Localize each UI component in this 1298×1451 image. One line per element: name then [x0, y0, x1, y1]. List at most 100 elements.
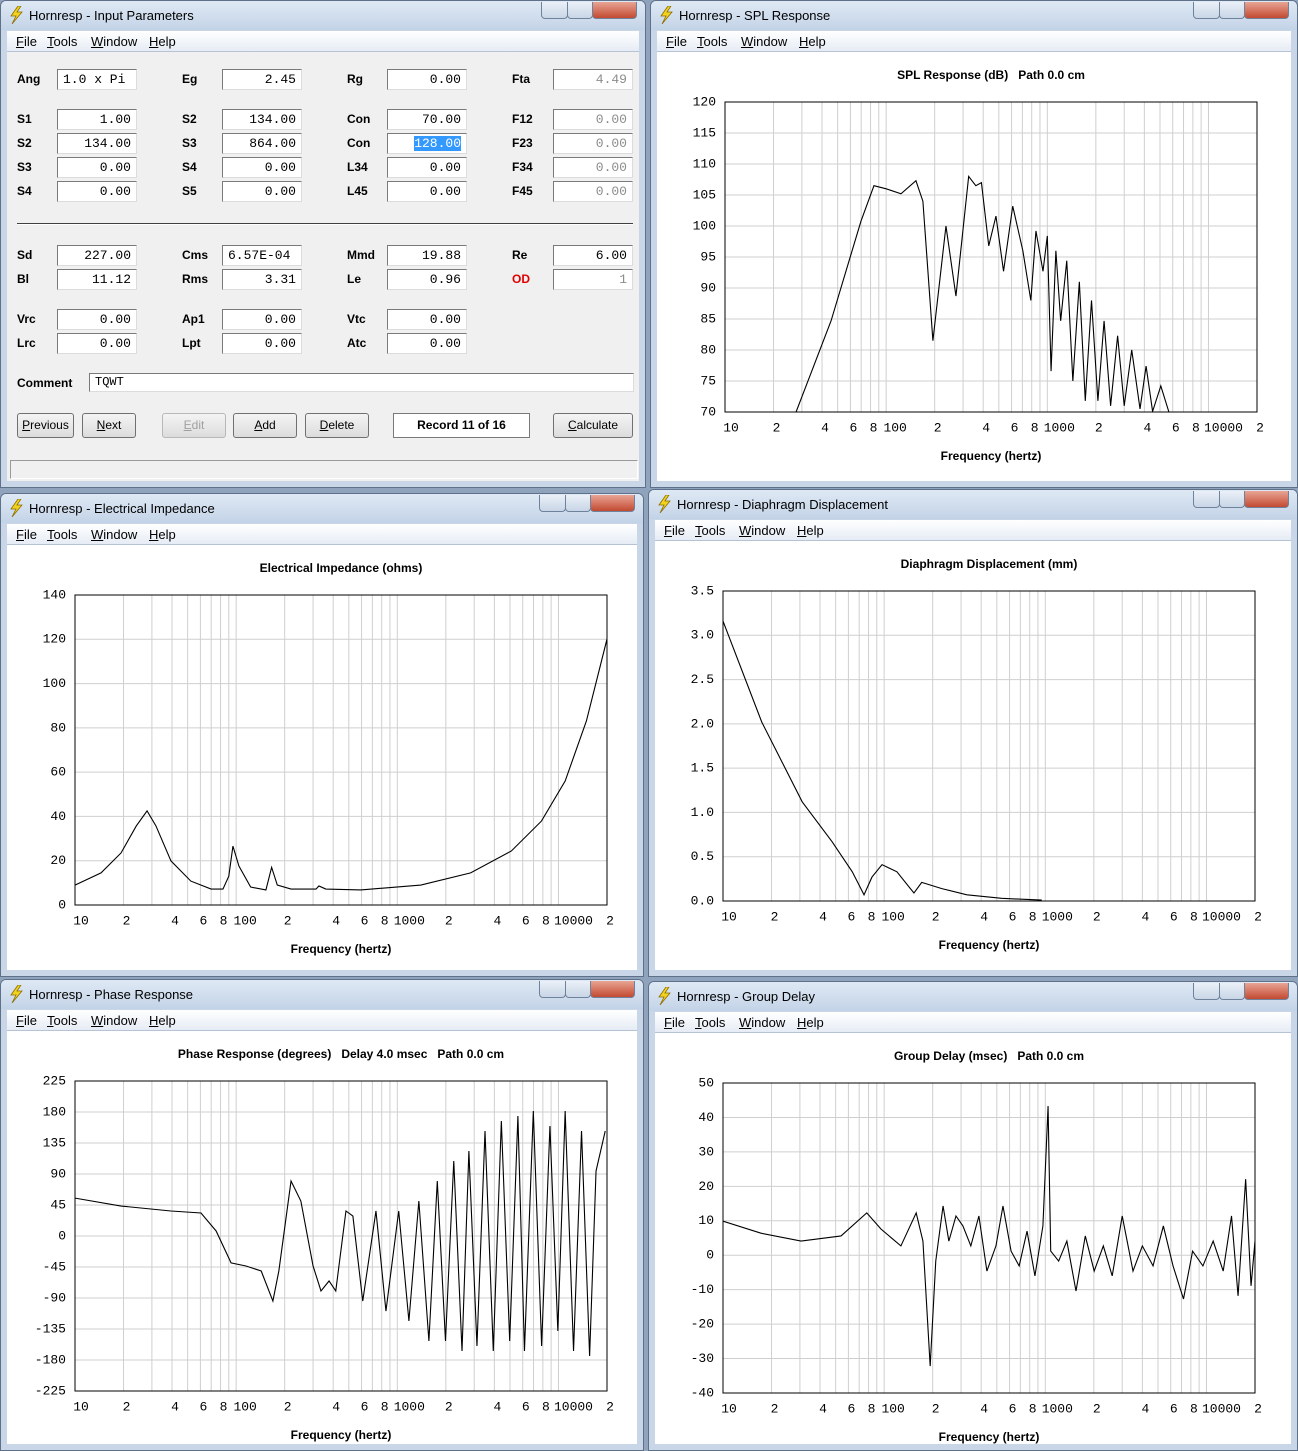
field-input[interactable]: 0.00: [57, 333, 137, 354]
menu-item[interactable]: Tools: [47, 34, 78, 49]
maximize-button[interactable]: [567, 2, 593, 19]
menu-item[interactable]: Window: [91, 34, 138, 49]
x-tick-label: 8: [220, 1399, 228, 1414]
y-tick-label: 0.5: [691, 849, 714, 864]
field-input[interactable]: 6.57E-04: [222, 245, 302, 266]
x-tick-label: 2: [445, 1399, 453, 1414]
menu-item[interactable]: Tools: [695, 523, 726, 538]
button[interactable]: Next: [82, 413, 136, 438]
menu-item[interactable]: Help: [149, 34, 176, 49]
field-input[interactable]: 0.00: [387, 157, 467, 178]
x-tick-label: 100: [881, 909, 904, 924]
x-axis-label: Frequency (hertz): [291, 1428, 392, 1442]
y-tick-label: 95: [700, 249, 716, 264]
field-input[interactable]: 0.00: [387, 333, 467, 354]
field-label: F12: [512, 112, 533, 126]
field-input[interactable]: 19.88: [387, 245, 467, 266]
button[interactable]: Add: [233, 413, 297, 438]
field-input[interactable]: 0.00: [57, 181, 137, 202]
menu-item[interactable]: Help: [799, 34, 826, 49]
field-label: F45: [512, 184, 533, 198]
field-input[interactable]: 134.00: [222, 109, 302, 130]
menu-item[interactable]: Help: [797, 1015, 824, 1030]
field-input[interactable]: 0.96: [387, 269, 467, 290]
field-value: 0.00: [429, 312, 461, 327]
button[interactable]: Previous: [17, 413, 74, 438]
menu-item[interactable]: Window: [739, 523, 786, 538]
menu-item[interactable]: Tools: [695, 1015, 726, 1030]
field-input[interactable]: 0.00: [57, 157, 137, 178]
menu-item[interactable]: Window: [91, 1013, 138, 1028]
y-tick-label: 85: [700, 311, 716, 326]
menu-item[interactable]: Window: [739, 1015, 786, 1030]
field-input[interactable]: 134.00: [57, 133, 137, 154]
field-input[interactable]: 1.0 x Pi: [57, 69, 137, 90]
comment-input[interactable]: TQWT: [89, 373, 634, 392]
field-input[interactable]: 0.00: [222, 333, 302, 354]
field-input[interactable]: 0.00: [222, 309, 302, 330]
button[interactable]: Calculate: [553, 413, 633, 438]
window: Hornresp - Input Parameters File Tools Wind…: [0, 0, 646, 488]
x-tick-label: 10000: [554, 1399, 593, 1414]
x-tick-label: 6: [1170, 1401, 1178, 1416]
chart: Group Delay (msec) Path 0.0 cm Frequency …: [655, 1033, 1291, 1444]
menu-item[interactable]: File: [16, 34, 37, 49]
field-label: S2: [182, 112, 197, 126]
minimize-button[interactable]: [541, 2, 568, 19]
x-tick-label: 10: [721, 1401, 737, 1416]
field-input[interactable]: 227.00: [57, 245, 137, 266]
close-button[interactable]: [590, 495, 635, 512]
close-button[interactable]: [590, 981, 635, 998]
data-line: [723, 1106, 1255, 1367]
field-value: 864.00: [249, 136, 296, 151]
x-tick-label: 10000: [554, 913, 593, 928]
x-tick-label: 2: [1093, 909, 1101, 924]
menu-item[interactable]: File: [664, 523, 685, 538]
close-button[interactable]: [1244, 983, 1289, 1000]
field-input[interactable]: 0.00: [387, 309, 467, 330]
title-bar: Hornresp - Group Delay: [649, 982, 1297, 1011]
y-tick-label: 45: [50, 1197, 66, 1212]
menu-item[interactable]: File: [666, 34, 687, 49]
field-label: Le: [347, 272, 362, 286]
field-input[interactable]: 128.00: [387, 133, 467, 154]
close-button[interactable]: [1244, 2, 1289, 19]
menu-item[interactable]: Tools: [47, 527, 78, 542]
field-input[interactable]: 6.00: [553, 245, 633, 266]
x-tick-label: 8: [1190, 909, 1198, 924]
menu-item[interactable]: Help: [149, 1013, 176, 1028]
menu-item[interactable]: Help: [149, 527, 176, 542]
field-input[interactable]: 2.45: [222, 69, 302, 90]
y-tick-label: 2.0: [691, 716, 714, 731]
field-input[interactable]: 1.00: [57, 109, 137, 130]
y-tick-label: -20: [691, 1317, 714, 1332]
field-input[interactable]: 0.00: [222, 157, 302, 178]
menu-item[interactable]: File: [16, 527, 37, 542]
field-value: 0.00: [264, 336, 296, 351]
menu-item[interactable]: Tools: [47, 1013, 78, 1028]
menu-item[interactable]: Window: [741, 34, 788, 49]
field-input[interactable]: 3.31: [222, 269, 302, 290]
field-input[interactable]: 0.00: [387, 69, 467, 90]
field-input[interactable]: 11.12: [57, 269, 137, 290]
menu-item[interactable]: Help: [797, 523, 824, 538]
close-button[interactable]: [592, 2, 637, 19]
button-label: Edit: [183, 418, 205, 432]
field-input[interactable]: 864.00: [222, 133, 302, 154]
x-tick-label: 6: [1170, 909, 1178, 924]
close-button[interactable]: [1244, 491, 1289, 508]
x-tick-label: 6: [522, 913, 530, 928]
field-input[interactable]: 0.00: [57, 309, 137, 330]
field-input[interactable]: 70.00: [387, 109, 467, 130]
menu-item[interactable]: Tools: [697, 34, 728, 49]
menu-item[interactable]: File: [16, 1013, 37, 1028]
button-label: Next: [96, 418, 122, 432]
x-tick-label: 6: [361, 913, 369, 928]
field-input[interactable]: 0.00: [387, 181, 467, 202]
menu-item[interactable]: Window: [91, 527, 138, 542]
button[interactable]: Delete: [305, 413, 369, 438]
field-input[interactable]: 0.00: [222, 181, 302, 202]
field-label: S3: [17, 160, 32, 174]
menu-item[interactable]: File: [664, 1015, 685, 1030]
